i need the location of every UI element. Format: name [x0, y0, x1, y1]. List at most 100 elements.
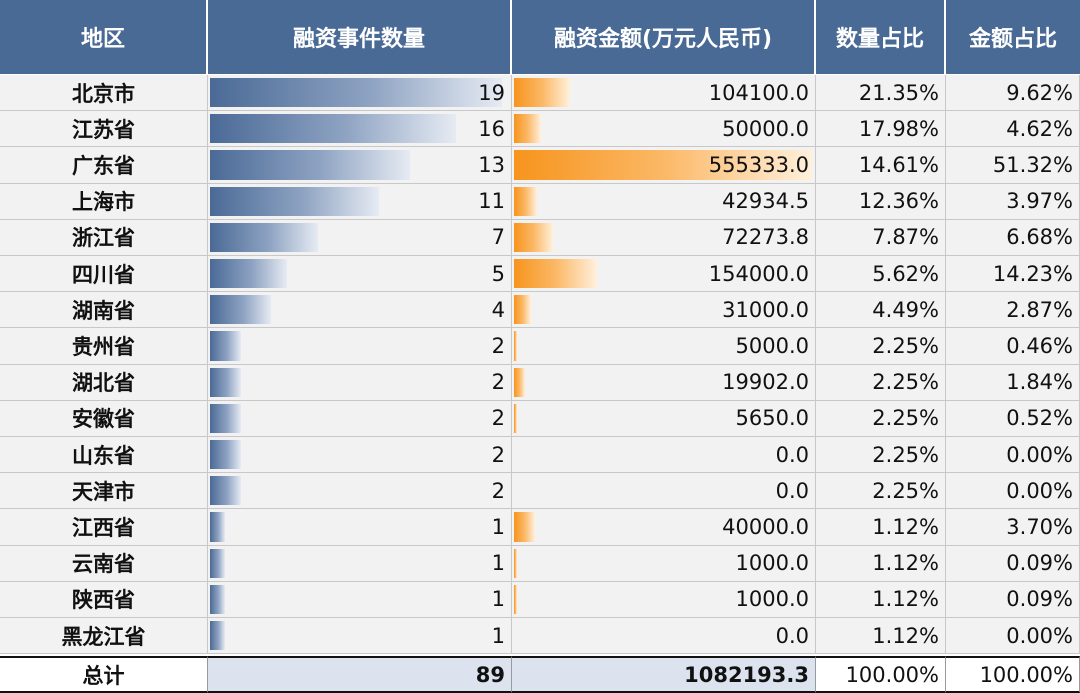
cell-value: 广东省	[72, 153, 135, 178]
cell-amount-pct: 0.46%	[946, 328, 1080, 365]
cell-region: 湖南省	[0, 292, 208, 329]
cell-value: 4.49%	[872, 297, 939, 322]
cell-amount-pct: 4.62%	[946, 111, 1080, 148]
cell-value: 19	[478, 80, 505, 105]
amount-data-bar	[514, 403, 518, 433]
cell-value: 2.25%	[872, 442, 939, 467]
cell-count-pct: 2.25%	[816, 400, 946, 437]
table-row: 贵州省 2 5000.0 2.25% 0.46%	[0, 328, 1080, 365]
cell-value: 2	[491, 442, 505, 467]
cell-amount: 154000.0	[512, 256, 816, 293]
cell-count-pct: 2.25%	[816, 328, 946, 365]
cell-count: 7	[208, 219, 512, 256]
cell-value: 72273.8	[722, 225, 809, 250]
cell-count-pct: 5.62%	[816, 256, 946, 293]
cell-amount-pct: 0.00%	[946, 437, 1080, 474]
cell-value: 0.00%	[1006, 478, 1073, 503]
cell-region: 江西省	[0, 509, 208, 546]
cell-value: 1.12%	[872, 551, 939, 576]
count-data-bar	[210, 621, 226, 651]
amount-data-bar	[514, 367, 525, 397]
cell-count-pct: 4.49%	[816, 292, 946, 329]
cell-value: 51.32%	[992, 152, 1073, 177]
cell-value: 11	[478, 189, 505, 214]
cell-count: 16	[208, 111, 512, 148]
cell-value: 湖南省	[72, 298, 135, 323]
cell-count: 2	[208, 328, 512, 365]
cell-region: 天津市	[0, 473, 208, 510]
amount-data-bar	[514, 78, 570, 108]
cell-value: 1082193.3	[684, 662, 809, 687]
count-data-bar	[210, 403, 241, 433]
count-data-bar	[210, 440, 241, 470]
header-region: 地区	[0, 0, 208, 74]
cell-region: 陕西省	[0, 581, 208, 618]
cell-count: 11	[208, 183, 512, 220]
cell-amount: 0.0	[512, 473, 816, 510]
cell-value: 1000.0	[735, 587, 809, 612]
cell-value: 12.36%	[858, 189, 939, 214]
cell-count: 1	[208, 509, 512, 546]
amount-data-bar	[514, 222, 553, 252]
cell-value: 21.35%	[858, 80, 939, 105]
cell-value: 7.87%	[872, 225, 939, 250]
cell-region: 总计	[0, 656, 208, 693]
cell-value: 江苏省	[72, 117, 135, 142]
count-data-bar	[210, 584, 226, 614]
cell-amount-pct: 2.87%	[946, 292, 1080, 329]
cell-region: 贵州省	[0, 328, 208, 365]
cell-value: 2.25%	[872, 370, 939, 395]
cell-count-pct: 100.00%	[816, 656, 946, 693]
count-data-bar	[210, 78, 502, 108]
cell-value: 16	[478, 116, 505, 141]
cell-value: 31000.0	[722, 297, 809, 322]
cell-region: 广东省	[0, 147, 208, 184]
cell-value: 0.09%	[1006, 587, 1073, 612]
table-row: 天津市 2 0.0 2.25% 0.00%	[0, 473, 1080, 510]
cell-value: 1.84%	[1006, 370, 1073, 395]
cell-value: 0.0	[775, 478, 809, 503]
count-data-bar	[210, 331, 241, 361]
cell-count-pct: 17.98%	[816, 111, 946, 148]
amount-data-bar	[514, 259, 597, 289]
cell-value: 总计	[82, 663, 125, 688]
cell-amount-pct: 0.09%	[946, 545, 1080, 582]
cell-region: 山东省	[0, 437, 208, 474]
cell-value: 江西省	[72, 515, 135, 540]
cell-value: 0.0	[775, 623, 809, 648]
cell-count-pct: 2.25%	[816, 473, 946, 510]
cell-count-pct: 7.87%	[816, 219, 946, 256]
cell-value: 贵州省	[72, 334, 135, 359]
cell-value: 13	[478, 152, 505, 177]
cell-region: 湖北省	[0, 364, 208, 401]
cell-value: 14.61%	[858, 152, 939, 177]
cell-value: 3.97%	[1006, 189, 1073, 214]
cell-amount: 1000.0	[512, 581, 816, 618]
cell-value: 42934.5	[722, 189, 809, 214]
cell-value: 5.62%	[872, 261, 939, 286]
cell-count: 2	[208, 473, 512, 510]
cell-region: 安徽省	[0, 400, 208, 437]
cell-value: 5650.0	[735, 406, 809, 431]
cell-value: 0.46%	[1006, 333, 1073, 358]
cell-value: 陕西省	[72, 588, 135, 613]
cell-value: 湖北省	[72, 371, 135, 396]
table-row: 陕西省 1 1000.0 1.12% 0.09%	[0, 581, 1080, 618]
cell-value: 黑龙江省	[61, 624, 146, 649]
cell-value: 0.09%	[1006, 551, 1073, 576]
cell-value: 1.12%	[872, 587, 939, 612]
cell-region: 北京市	[0, 75, 208, 112]
count-data-bar	[210, 548, 226, 578]
count-data-bar	[210, 222, 318, 252]
cell-value: 1.12%	[872, 623, 939, 648]
cell-value: 北京市	[72, 81, 135, 106]
header-amount: 融资金额(万元人民币)	[512, 0, 816, 74]
cell-value: 5	[491, 261, 505, 286]
table-header-row: 地区 融资事件数量 融资金额(万元人民币) 数量占比 金额占比	[0, 0, 1080, 74]
cell-value: 2	[491, 478, 505, 503]
count-data-bar	[210, 150, 410, 180]
cell-value: 4.62%	[1006, 116, 1073, 141]
cell-value: 0.52%	[1006, 406, 1073, 431]
cell-value: 9.62%	[1006, 80, 1073, 105]
cell-amount-pct: 6.68%	[946, 219, 1080, 256]
